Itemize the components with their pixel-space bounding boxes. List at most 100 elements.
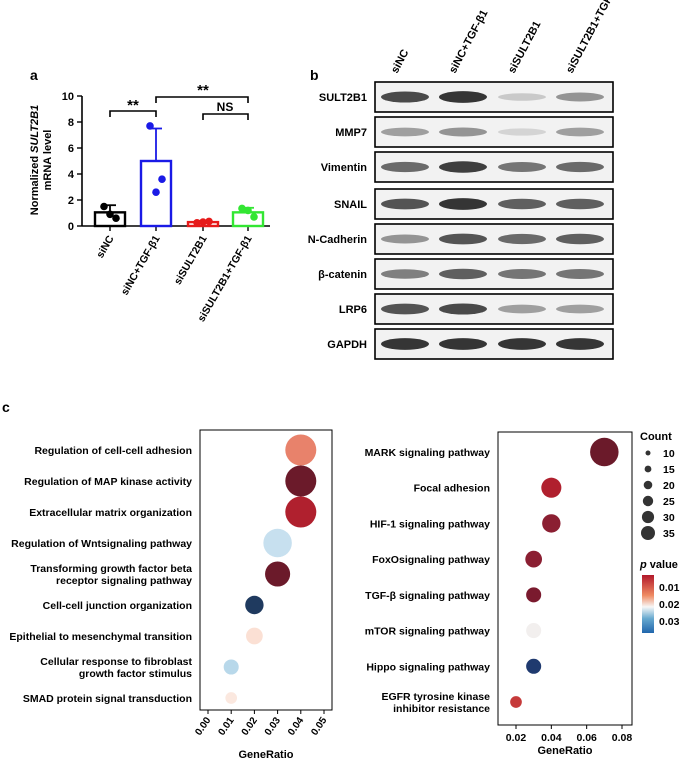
enrichment-dot: [510, 696, 522, 708]
x-tick-label: 0.01: [216, 715, 236, 738]
term-label: Cellular response to fibroblast growth fa…: [40, 656, 192, 680]
count-legend-label: 25: [663, 496, 675, 508]
x-tick-label: siNC+TGF-β1: [119, 233, 163, 297]
colorbar-tick-label: 0.01: [659, 582, 680, 594]
enrichment-dot: [285, 434, 317, 466]
blot-band: [556, 233, 604, 245]
enrichment-dot: [285, 496, 317, 528]
blot-band: [556, 127, 604, 137]
data-point: [158, 175, 166, 183]
y-tick-label: 2: [68, 195, 74, 207]
lane-label: siSULT2B1+TGF-β1: [564, 0, 623, 75]
term-label: Epithelial to mesenchymal transition: [9, 631, 192, 643]
dot-plot-kegg-pathways: MARK signaling pathway Focal adhesion HIF-…: [365, 431, 633, 757]
enrichment-dot: [541, 477, 562, 498]
count-legend-label: 35: [663, 528, 675, 540]
blot-band: [439, 338, 487, 350]
data-point: [106, 210, 114, 219]
count-legend-dot: [641, 526, 655, 540]
enrichment-dot: [526, 623, 542, 639]
enrichment-dot: [263, 528, 292, 558]
term-label: Extracellular matrix organization: [29, 507, 192, 519]
blot-band: [498, 162, 546, 172]
data-point: [146, 122, 154, 130]
y-tick-label: 4: [68, 169, 75, 181]
blot-band: [556, 161, 604, 173]
pathway-label: Hippo signaling pathway: [366, 661, 490, 673]
x-tick-label: siSULT2B1: [172, 233, 210, 286]
enrichment-dot: [245, 595, 264, 615]
data-point: [238, 204, 246, 213]
blot-band: [381, 198, 429, 210]
count-legend-label: 10: [663, 448, 675, 460]
enrichment-dot: [526, 587, 542, 603]
x-tick-label: siNC: [94, 233, 117, 260]
lane-label: siNC: [389, 48, 411, 76]
blot-band: [498, 198, 546, 210]
blot-band: [439, 303, 487, 315]
blot-band: [439, 233, 487, 245]
blot-band: [556, 304, 604, 314]
bracket: [109, 110, 157, 117]
blot-label: N-Cadherin: [308, 234, 368, 246]
y-tick-label: 0: [68, 221, 74, 233]
enrichment-dot: [223, 659, 239, 675]
y-tick-label: 8: [68, 117, 74, 129]
blot-label: MMP7: [335, 127, 367, 139]
blot-label: GAPDH: [327, 339, 367, 351]
enrichment-dot: [246, 627, 263, 645]
enrichment-dot: [525, 550, 543, 568]
panel-label-c: c: [2, 399, 10, 415]
blot-label: SNAIL: [334, 199, 367, 211]
significance-label: **: [197, 82, 209, 99]
blot-band: [556, 92, 604, 102]
y-axis-label-gene: SULT2B1: [29, 105, 41, 153]
blot-band: [498, 269, 546, 279]
lane-label: siNC+TGF-β1: [447, 8, 490, 75]
significance-brackets: ** ** NS: [109, 82, 249, 120]
blot-band: [381, 303, 429, 315]
bar: [231, 211, 265, 228]
y-axis-label: Normalized SULT2B1: [29, 105, 41, 215]
colorbar-tick-label: 0.03: [659, 616, 680, 628]
pathway-label: MARK signaling pathway: [365, 447, 491, 459]
term-label: Regulation of MAP kinase activity: [24, 476, 192, 488]
blot-band: [439, 127, 487, 137]
term-label: SMAD protein signal transduction: [23, 693, 192, 705]
y-tick-label: 6: [68, 143, 74, 155]
blot-band: [498, 233, 546, 245]
pathway-label: Focal adhesion: [414, 483, 490, 495]
x-tick-label: 0.06: [576, 732, 597, 744]
blot-band: [498, 93, 546, 101]
data-point: [244, 206, 252, 215]
bracket: [202, 113, 249, 120]
term-label: Cell-cell junction organization: [43, 600, 192, 612]
enrichment-dot: [542, 514, 561, 533]
blot-label: LRP6: [339, 304, 367, 316]
data-point: [199, 218, 207, 226]
enrichment-dot: [225, 692, 238, 704]
data-point: [112, 214, 120, 222]
count-legend-label: 15: [663, 464, 675, 476]
blot-band: [381, 161, 429, 173]
count-legend-dot: [645, 450, 651, 456]
blot-band: [439, 198, 487, 210]
term-label: Regulation of cell-cell adhesion: [34, 445, 192, 457]
count-legend-label: 30: [663, 512, 675, 524]
western-blot-panel-b: siNC siNC+TGF-β1 siSULT2B1 siSULT2B1+TGF-β1…: [308, 0, 623, 360]
x-tick-label: 0.04: [286, 715, 306, 738]
panel-label-b: b: [310, 67, 319, 83]
data-point: [250, 213, 258, 221]
x-tick-label: 0.05: [309, 715, 329, 738]
x-tick-label: 0.08: [612, 732, 633, 744]
dot-plot-go-terms: Regulation of cell-cell adhesion Regulati…: [9, 429, 333, 760]
data-point: [152, 188, 160, 196]
blot-band: [381, 91, 429, 103]
significance-label: **: [127, 97, 139, 114]
blot-label: SULT2B1: [319, 92, 367, 104]
x-axis-label: GeneRatio: [537, 745, 592, 757]
term-label: Regulation of Wntsignaling pathway: [11, 538, 192, 550]
bar-chart-panel-a: Normalized SULT2B1 mRNA level 0 2 4 6 8 10 siN…: [29, 82, 270, 324]
pathway-label: FoxOsignaling pathway: [372, 554, 490, 566]
